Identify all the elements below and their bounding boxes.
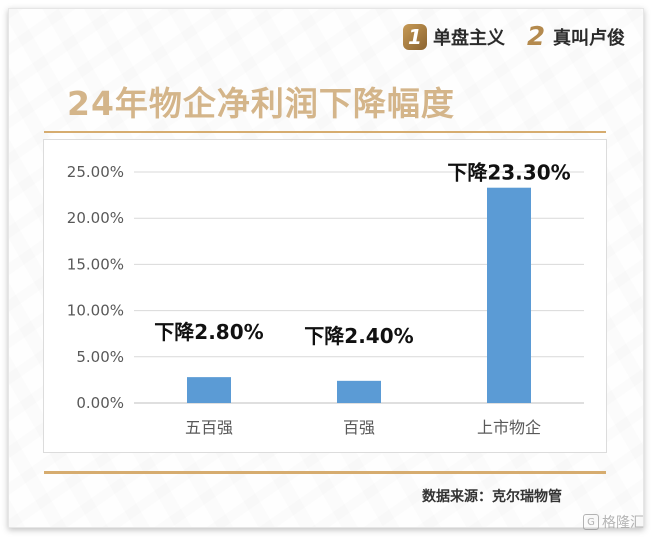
bar — [487, 187, 531, 403]
brand-number-badge-2: 2 — [526, 22, 546, 52]
bar-chart: 0.00% 5.00% 10.00% 15.00% 20.00% 25.00% 五百强 下降2… — [67, 161, 584, 437]
x-category-label: 五百强 — [185, 418, 233, 437]
source-note: 数据来源：克尔瑞物管 — [422, 489, 562, 505]
data-label: 下降2.80% — [154, 320, 263, 344]
page-title: 24年物企净利润下降幅度 — [67, 84, 455, 123]
y-tick-label: 20.00% — [67, 209, 124, 227]
bar — [187, 377, 231, 403]
watermark-logo-icon: G — [583, 514, 599, 530]
chart-frame: 0.00% 5.00% 10.00% 15.00% 20.00% 25.00% 五百强 下降2… — [43, 139, 607, 453]
bar — [337, 380, 381, 403]
divider-bottom — [44, 471, 606, 474]
y-tick-label: 15.00% — [67, 255, 124, 273]
x-category-label: 上市物企 — [477, 418, 541, 437]
y-tick-label: 0.00% — [76, 394, 124, 412]
watermark: G 格隆汇 — [583, 512, 644, 532]
brand-label-1: 单盘主义 — [433, 28, 505, 49]
data-label: 下降2.40% — [304, 324, 413, 348]
divider-top — [44, 131, 606, 133]
y-tick-label: 25.00% — [67, 163, 124, 181]
y-tick-label: 10.00% — [67, 302, 124, 320]
brand-number-badge-1: 1 — [403, 24, 427, 50]
x-category-label: 百强 — [343, 418, 375, 437]
brand-header: 1 单盘主义 2 真叫卢俊 — [403, 22, 625, 52]
y-tick-label: 5.00% — [76, 348, 124, 366]
watermark-text: 格隆汇 — [602, 515, 644, 531]
data-label: 下降23.30% — [447, 161, 570, 185]
brand-label-2: 真叫卢俊 — [553, 28, 625, 49]
